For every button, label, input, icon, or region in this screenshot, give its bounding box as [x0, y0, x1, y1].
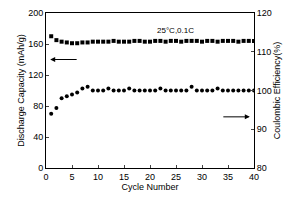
- svg-text:40: 40: [33, 132, 43, 142]
- svg-text:25: 25: [171, 172, 181, 182]
- svg-text:Discharge Capacity (mAh/g): Discharge Capacity (mAh/g): [16, 34, 26, 147]
- svg-text:160: 160: [28, 39, 43, 49]
- svg-text:Coulombic Efficiency(%): Coulombic Efficiency(%): [272, 42, 282, 139]
- svg-text:0: 0: [43, 172, 48, 182]
- svg-text:0: 0: [38, 163, 43, 173]
- svg-text:80: 80: [257, 163, 267, 173]
- svg-text:30: 30: [197, 172, 207, 182]
- svg-text:100: 100: [257, 86, 272, 96]
- svg-text:120: 120: [257, 8, 272, 18]
- svg-text:20: 20: [145, 172, 155, 182]
- svg-text:15: 15: [119, 172, 129, 182]
- svg-text:90: 90: [257, 124, 267, 134]
- svg-text:80: 80: [33, 101, 43, 111]
- svg-text:200: 200: [28, 8, 43, 18]
- svg-text:35: 35: [223, 172, 233, 182]
- svg-text:5: 5: [69, 172, 74, 182]
- svg-text:110: 110: [257, 47, 271, 57]
- svg-text:120: 120: [28, 70, 43, 80]
- svg-text:Cycle Number: Cycle Number: [121, 182, 178, 192]
- svg-text:25°C,0.1C: 25°C,0.1C: [157, 26, 194, 35]
- svg-text:40: 40: [249, 172, 259, 182]
- svg-text:10: 10: [93, 172, 103, 182]
